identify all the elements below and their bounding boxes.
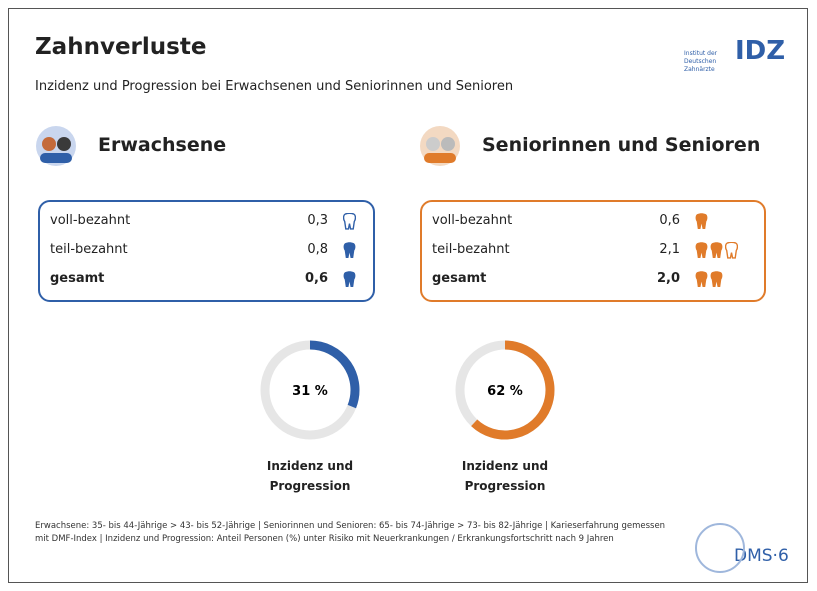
- row-label: teil-bezahnt: [50, 242, 128, 257]
- donut-label: 31 %: [292, 384, 328, 399]
- row-value: 0,6: [652, 213, 680, 228]
- donut-caption: Progression: [445, 476, 565, 496]
- group-title: Seniorinnen und Senioren: [482, 134, 760, 156]
- row-value: 0,3: [300, 213, 328, 228]
- row-value: 2,1: [652, 242, 680, 257]
- row-label: voll-bezahnt: [50, 213, 130, 228]
- donut-label: 62 %: [487, 384, 523, 399]
- row-value: 2,0: [652, 271, 680, 286]
- row-label: gesamt: [432, 271, 486, 286]
- avatar-adults: [36, 126, 76, 166]
- row-value: 0,8: [300, 242, 328, 257]
- donut-caption: Progression: [250, 476, 370, 496]
- row-label: teil-bezahnt: [432, 242, 510, 257]
- page: Zahnverluste Inzidenz und Progression be…: [0, 0, 817, 591]
- row-label: voll-bezahnt: [432, 213, 512, 228]
- donut-caption: Inzidenz und: [250, 456, 370, 476]
- row-value: 0,6: [300, 271, 328, 286]
- row-label: gesamt: [50, 271, 104, 286]
- group-title: Erwachsene: [98, 134, 226, 156]
- donut-caption: Inzidenz und: [445, 456, 565, 476]
- avatar-seniors: [420, 126, 460, 166]
